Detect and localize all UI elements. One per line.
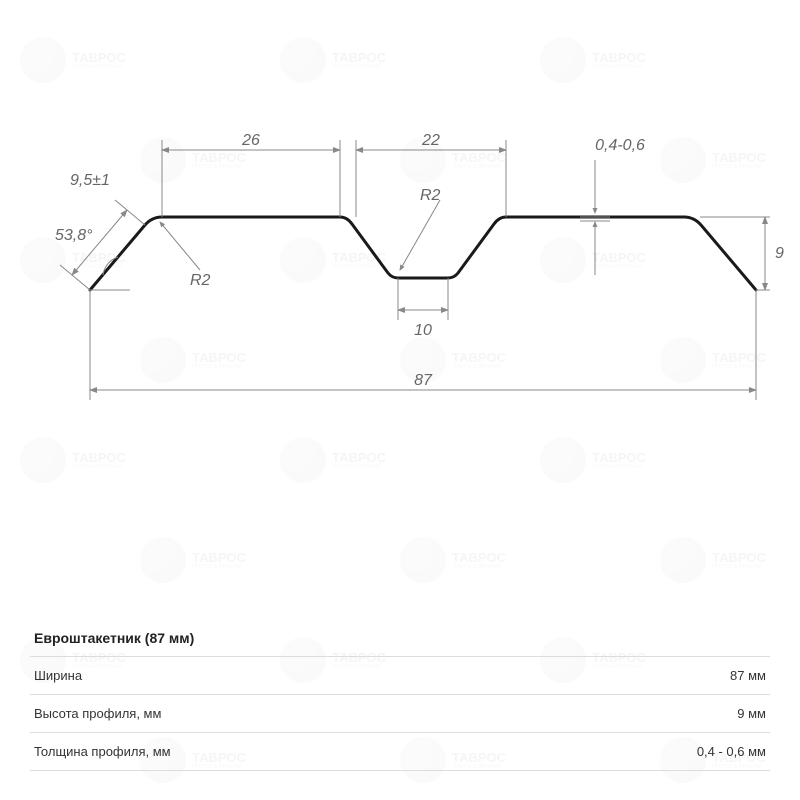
dim-edge-text: 9,5±1 — [70, 172, 110, 189]
spec-label: Ширина — [34, 668, 82, 683]
dim-22: 22 — [356, 132, 506, 217]
dim-26-text: 26 — [241, 132, 260, 149]
dim-total: 87 — [90, 290, 756, 400]
spec-label: Толщина профиля, мм — [34, 744, 171, 759]
spec-row: Ширина 87 мм — [30, 657, 770, 695]
spec-table: Евроштакетник (87 мм) Ширина 87 мм Высот… — [30, 620, 770, 771]
spec-label: Высота профиля, мм — [34, 706, 161, 721]
dim-26: 26 — [162, 132, 340, 217]
dim-valley: 10 — [398, 278, 448, 339]
spec-value: 87 мм — [730, 668, 766, 683]
dim-height: 9 — [700, 217, 784, 290]
dim-r2-mid-text: R2 — [420, 187, 441, 204]
spec-title: Евроштакетник (87 мм) — [30, 620, 770, 657]
dim-r2-mid: R2 — [400, 187, 441, 270]
dim-r2-left-text: R2 — [190, 272, 211, 289]
dim-thickness-text: 0,4-0,6 — [595, 137, 645, 154]
dim-valley-text: 10 — [414, 322, 432, 339]
spec-value: 9 мм — [737, 706, 766, 721]
dim-height-text: 9 — [775, 245, 784, 262]
dim-22-text: 22 — [421, 132, 440, 149]
dim-total-text: 87 — [414, 372, 433, 389]
dim-thickness: 0,4-0,6 — [580, 137, 645, 275]
dim-angle-text: 53,8° — [55, 227, 93, 244]
dim-angle: 53,8° — [55, 227, 130, 290]
spec-row: Высота профиля, мм 9 мм — [30, 695, 770, 733]
spec-row: Толщина профиля, мм 0,4 - 0,6 мм — [30, 733, 770, 771]
dim-r2-left: R2 — [160, 222, 211, 289]
profile-diagram: 26 22 0,4-0,6 9,5±1 53,8° R2 R2 — [0, 0, 800, 460]
spec-value: 0,4 - 0,6 мм — [697, 744, 766, 759]
